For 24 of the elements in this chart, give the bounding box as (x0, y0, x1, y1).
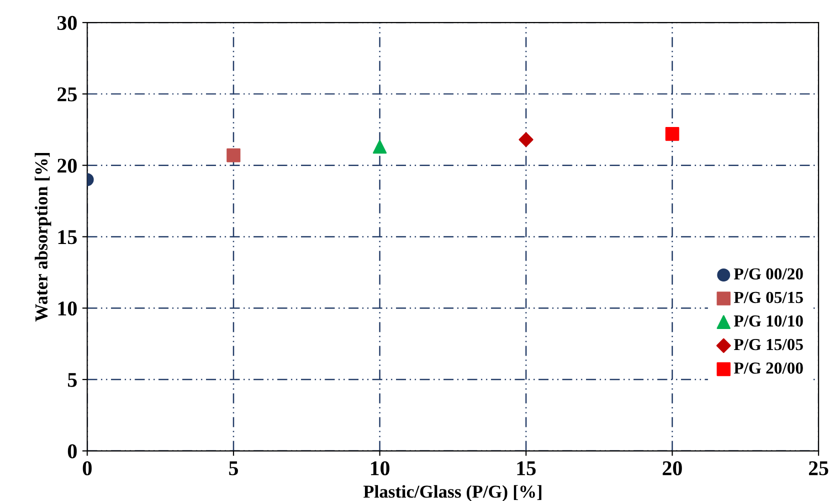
y-tick-label: 15 (58, 230, 77, 244)
x-tick-label: 10 (371, 461, 390, 476)
legend-label: P/G 10/10 (734, 315, 803, 327)
y-tick-label: 20 (58, 158, 77, 173)
y-tick-label: 0 (68, 444, 77, 458)
legend-label: P/G 15/05 (734, 338, 803, 350)
x-tick-label: 20 (662, 461, 682, 476)
legend-label: P/G 05/15 (734, 292, 803, 304)
point (226, 148, 240, 162)
y-tick-label: 25 (58, 87, 77, 102)
point (372, 140, 387, 154)
y-tick-label: 30 (57, 16, 77, 30)
legend-label: P/G 00/20 (734, 268, 803, 280)
y-axis-title: Water absorption [%] (34, 152, 52, 322)
point (518, 132, 534, 147)
x-tick-label: 0 (82, 461, 92, 476)
point (665, 127, 680, 141)
x-tick-label: 5 (229, 461, 238, 476)
y-tick-label: 5 (68, 373, 77, 387)
x-tick-label: 15 (517, 461, 536, 476)
legend-label: P/G 20/00 (734, 362, 803, 374)
x-axis-title: Plastic/Glass (P/G) [%] (363, 485, 542, 501)
x-tick-label: 25 (808, 461, 828, 476)
y-tick-label: 10 (58, 301, 77, 316)
